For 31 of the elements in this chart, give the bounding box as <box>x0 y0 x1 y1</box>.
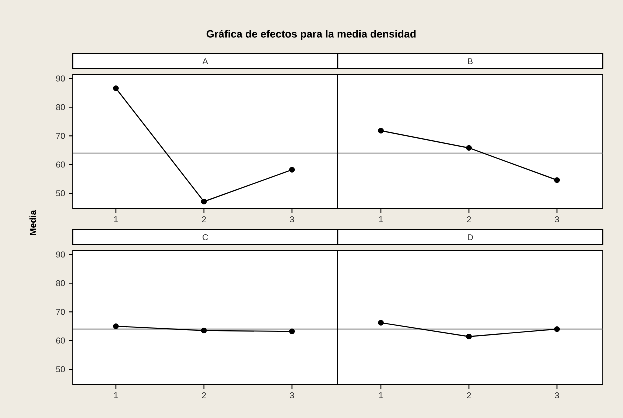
x-tick-label: 1 <box>114 216 118 222</box>
x-tick-label: 2 <box>202 216 206 222</box>
chart-title: C <box>202 234 208 240</box>
text: Gráfica de efectos para la media densidad <box>206 30 416 40</box>
y-tick-label: 70 <box>56 309 66 316</box>
x-tick-label: 3 <box>290 216 294 223</box>
chart-title: B <box>468 58 473 64</box>
y-tick-label: 50 <box>56 190 66 197</box>
chart-title: D <box>468 234 474 240</box>
x-tick-label: 2 <box>467 392 472 398</box>
point <box>201 198 208 205</box>
x-tick-label: 1 <box>114 392 118 398</box>
y-tick-label: 60 <box>56 338 66 344</box>
point <box>113 86 119 92</box>
y-tick-label: 50 <box>56 366 66 373</box>
point <box>289 167 296 173</box>
y-tick-label: 70 <box>56 133 66 140</box>
x-tick-label: 2 <box>467 216 472 222</box>
y-tick-label: 60 <box>56 162 66 168</box>
x-tick-label: 3 <box>555 392 560 399</box>
x-tick-label: 3 <box>290 392 294 399</box>
x-tick-label: 1 <box>379 392 384 398</box>
y-tick-label: 90 <box>56 76 66 82</box>
chart-title: A <box>202 58 208 64</box>
y-tick-label: 80 <box>56 280 66 286</box>
y-tick-label: 80 <box>56 104 66 110</box>
x-tick-label: 1 <box>379 216 384 222</box>
x-tick-label: 3 <box>555 216 560 223</box>
y-tick-label: 90 <box>56 252 66 258</box>
y-axis-title: Media <box>30 210 36 236</box>
x-tick-label: 2 <box>202 392 206 398</box>
